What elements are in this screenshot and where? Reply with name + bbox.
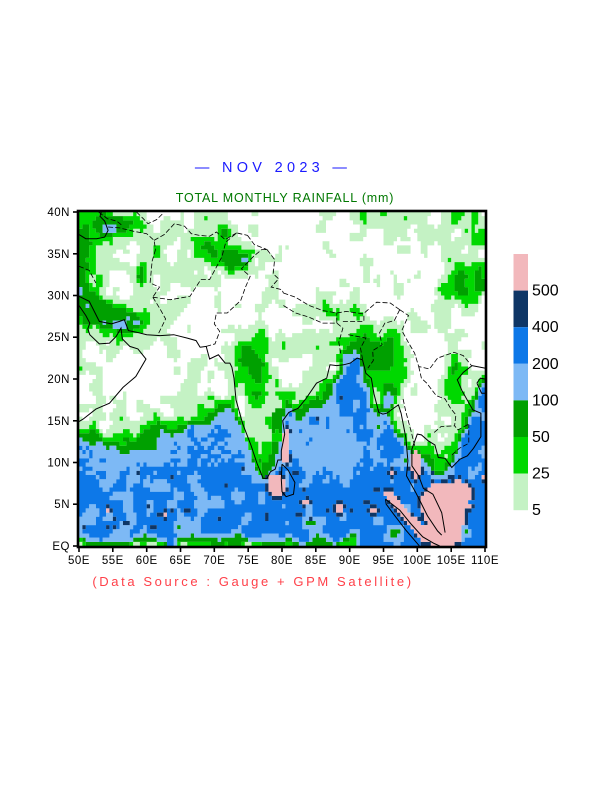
svg-text:100: 100 (532, 392, 559, 409)
svg-text:55E: 55E (102, 555, 124, 567)
svg-text:40N: 40N (47, 207, 70, 219)
svg-text:75E: 75E (237, 555, 259, 567)
svg-text:TOTAL MONTHLY RAINFALL (mm): TOTAL MONTHLY RAINFALL (mm) (176, 191, 394, 205)
svg-text:90E: 90E (339, 555, 361, 567)
svg-text:110E: 110E (471, 555, 499, 567)
svg-text:25: 25 (532, 466, 550, 483)
svg-text:65E: 65E (170, 555, 192, 567)
svg-text:25N: 25N (47, 332, 70, 344)
svg-text:20N: 20N (47, 374, 70, 386)
svg-text:35N: 35N (47, 249, 70, 261)
svg-text:200: 200 (532, 356, 559, 373)
svg-text:100E: 100E (403, 555, 432, 567)
svg-text:15N: 15N (47, 416, 70, 428)
svg-text:85E: 85E (305, 555, 327, 567)
svg-text:(Data Source : Gauge + GPM Sat: (Data Source : Gauge + GPM Satellite) (92, 574, 413, 589)
svg-text:10N: 10N (47, 458, 70, 470)
svg-text:70E: 70E (203, 555, 225, 567)
svg-text:105E: 105E (437, 555, 466, 567)
svg-text:— NOV 2023 —: — NOV 2023 — (195, 160, 351, 176)
svg-text:95E: 95E (373, 555, 395, 567)
svg-text:5: 5 (532, 502, 541, 519)
svg-text:500: 500 (532, 283, 559, 300)
svg-text:5N: 5N (54, 499, 70, 511)
svg-text:50: 50 (532, 429, 550, 446)
svg-text:400: 400 (532, 319, 559, 336)
svg-text:50E: 50E (68, 555, 90, 567)
svg-text:EQ: EQ (52, 541, 70, 553)
svg-text:80E: 80E (271, 555, 293, 567)
svg-text:30N: 30N (47, 291, 70, 303)
svg-text:60E: 60E (136, 555, 158, 567)
